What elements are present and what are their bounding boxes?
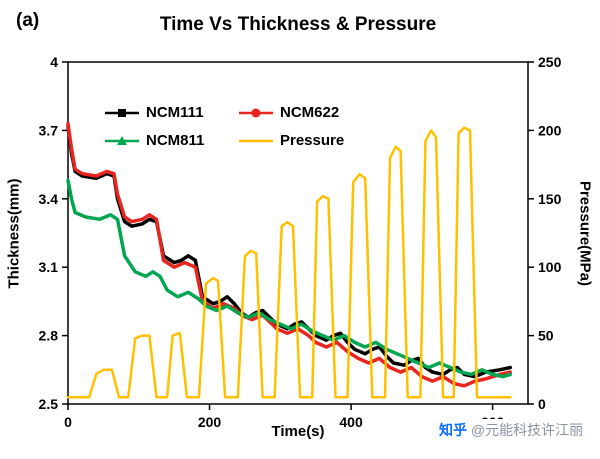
y-axis-title-right: Pressure(MPa) bbox=[576, 180, 594, 287]
y-axis-title-left: Thickness(mm) bbox=[5, 178, 23, 289]
legend-entry-pressure: Pressure bbox=[238, 132, 344, 149]
legend-entry-ncm622: NCM622 bbox=[238, 104, 344, 121]
legend-label: NCM111 bbox=[146, 104, 204, 121]
y-right-tick-label: 200 bbox=[538, 122, 562, 138]
x-tick-label: 400 bbox=[339, 414, 363, 430]
figure-label: (a) bbox=[16, 10, 40, 31]
legend-label: NCM622 bbox=[280, 104, 340, 121]
x-axis-title: Time(s) bbox=[271, 423, 325, 440]
y-left-tick-label: 2.8 bbox=[39, 328, 59, 344]
y-right-tick-label: 150 bbox=[538, 191, 562, 207]
legend-label: NCM811 bbox=[146, 132, 205, 149]
y-left-tick-label: 3.4 bbox=[39, 191, 59, 207]
legend-swatch-ncm811 bbox=[105, 135, 139, 145]
legend-swatch-ncm622 bbox=[239, 108, 273, 117]
y-right-tick-label: 50 bbox=[538, 328, 554, 344]
series-line-pressure bbox=[66, 126, 512, 399]
legend-swatch-ncm111 bbox=[105, 108, 139, 117]
watermark: 知乎 @元能科技许江丽 bbox=[436, 419, 587, 441]
series-line-ncm811 bbox=[66, 178, 513, 379]
y-left-tick-label: 3.7 bbox=[39, 122, 59, 138]
watermark-handle: @元能科技许江丽 bbox=[470, 422, 584, 438]
y-left-tick-label: 4 bbox=[50, 54, 58, 70]
plot-frame bbox=[67, 61, 529, 405]
y-right-tick-label: 0 bbox=[538, 396, 546, 412]
y-right-tick-label: 250 bbox=[538, 54, 562, 70]
legend-entry-ncm811: NCM811 bbox=[104, 132, 232, 149]
watermark-brand: 知乎 bbox=[439, 422, 467, 438]
x-tick-label: 200 bbox=[198, 414, 222, 430]
y-left-tick-label: 3.1 bbox=[39, 259, 59, 275]
legend-swatch-pressure bbox=[239, 139, 273, 142]
legend-label: Pressure bbox=[280, 132, 345, 149]
y-right-tick-label: 100 bbox=[538, 259, 562, 275]
chart-legend: NCM111 NCM622 NCM811 Pressure bbox=[104, 104, 344, 149]
x-tick-label: 0 bbox=[64, 414, 72, 430]
legend-entry-ncm111: NCM111 bbox=[104, 104, 232, 121]
chart-title: Time Vs Thickness & Pressure bbox=[159, 14, 437, 35]
y-left-tick-label: 2.5 bbox=[39, 396, 59, 412]
